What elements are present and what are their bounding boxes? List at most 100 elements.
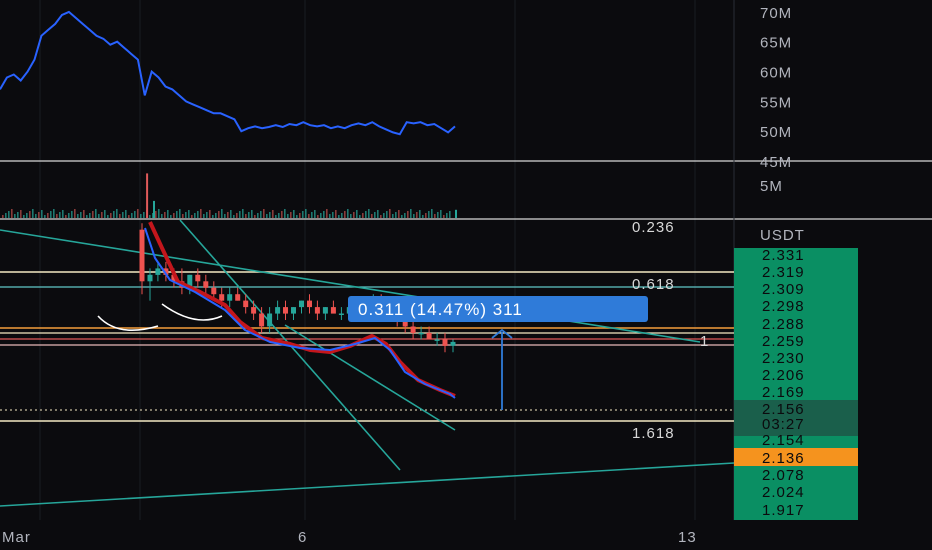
volume-bar xyxy=(371,214,373,218)
last-price-box[interactable] xyxy=(734,400,858,436)
trend-line-channel-lower xyxy=(284,324,456,431)
volume-bar xyxy=(413,214,415,218)
volume-bar xyxy=(20,210,22,218)
price-axis-green-band xyxy=(734,248,858,520)
volume-bar xyxy=(443,215,445,218)
candle-body xyxy=(251,307,257,314)
volume-bar xyxy=(356,210,358,218)
volume-bar xyxy=(110,213,112,218)
price-axis-label: 2.319 xyxy=(762,264,805,281)
fib-label-1: 1 xyxy=(700,333,709,350)
arc-drawing-2[interactable] xyxy=(161,303,223,321)
volume-bar xyxy=(158,209,160,218)
volume-bar xyxy=(152,213,154,218)
volume-bar xyxy=(101,212,103,218)
volume-spike-bar xyxy=(455,209,457,218)
price-axis-label: 2.259 xyxy=(762,333,805,350)
volume-bar xyxy=(26,213,28,218)
price-axis-label: 2.154 xyxy=(762,432,805,449)
volume-bar xyxy=(311,212,313,218)
volume-bar xyxy=(287,214,289,218)
price-axis-label: 2.024 xyxy=(762,484,805,501)
volume-bar xyxy=(167,210,169,218)
open-interest-line[interactable] xyxy=(0,10,456,136)
volume-bar xyxy=(335,210,337,218)
volume-bar xyxy=(14,214,16,218)
volume-bar xyxy=(242,209,244,218)
volume-bar xyxy=(11,209,13,218)
volume-bar xyxy=(119,214,121,218)
volume-bar xyxy=(425,213,427,218)
volume-bar xyxy=(137,209,139,218)
open-interest-tick-label: 60M xyxy=(760,65,792,82)
candle-body xyxy=(307,300,312,308)
fibonacci-levels[interactable] xyxy=(0,271,734,422)
price-axis-label: 1.917 xyxy=(762,502,805,519)
candle-body xyxy=(187,274,193,288)
volume-bar xyxy=(254,215,256,218)
candle-body xyxy=(322,307,328,314)
candle-body xyxy=(195,274,201,282)
price-axis-unit: USDT xyxy=(760,227,805,244)
measure-tool[interactable]: 0.311 (14.47%) 311 xyxy=(348,296,648,410)
volume-bar xyxy=(116,209,118,218)
volume-bar xyxy=(344,211,346,218)
candle-body xyxy=(155,268,161,275)
volume-bar xyxy=(38,212,40,218)
volume-bar xyxy=(179,209,181,218)
volume-bar xyxy=(128,215,130,218)
volume-bar xyxy=(191,215,193,218)
candle-body xyxy=(426,332,432,340)
volume-bar xyxy=(257,213,259,218)
volume-bar xyxy=(284,209,286,218)
volume-bar xyxy=(347,209,349,218)
volume-bar xyxy=(170,215,172,218)
volume-bar xyxy=(122,212,124,218)
volume-bar xyxy=(293,210,295,218)
volume-bar xyxy=(5,213,7,218)
candle-body xyxy=(171,274,177,282)
candle-body xyxy=(330,307,336,314)
price-axis-label: 2.136 xyxy=(762,450,805,467)
volume-bar xyxy=(323,211,325,218)
candle-body xyxy=(338,313,344,315)
fib-label-0618: 0.618 xyxy=(632,276,675,293)
volume-bar xyxy=(221,209,223,218)
volume-bar xyxy=(317,215,319,218)
x-axis[interactable]: Mar 6 13 xyxy=(2,529,697,546)
volume-bar xyxy=(269,212,271,218)
volume-bar xyxy=(332,212,334,218)
trend-line-descending-long xyxy=(0,229,701,343)
volume-bar xyxy=(275,215,277,218)
volume-bar xyxy=(248,212,250,218)
volume-bar xyxy=(341,213,343,218)
volume-bar xyxy=(35,214,37,218)
volume-bar xyxy=(314,210,316,218)
volume-bar xyxy=(386,211,388,218)
highlight-price-box[interactable] xyxy=(734,448,858,466)
volume-bar xyxy=(212,215,214,218)
arc-drawing-1[interactable] xyxy=(97,315,159,332)
volume-bar xyxy=(155,211,157,218)
candle-body xyxy=(259,313,265,327)
candle-body xyxy=(410,326,416,333)
volume-bar xyxy=(389,209,391,218)
volume-bar xyxy=(92,211,94,218)
volume-bar xyxy=(44,215,46,218)
volume-bar xyxy=(266,214,268,218)
volume-bar xyxy=(74,209,76,218)
volume-bar xyxy=(50,211,52,218)
volume-bar xyxy=(29,211,31,218)
trend-line-ascending xyxy=(0,462,735,507)
volume-bar xyxy=(203,214,205,218)
moving-average-blue[interactable] xyxy=(144,227,456,399)
moving-average-red[interactable] xyxy=(148,221,456,398)
open-interest-tick-label: 45M xyxy=(760,154,792,171)
volume-bar xyxy=(236,213,238,218)
volume-bar xyxy=(428,211,430,218)
volume-bar xyxy=(65,215,67,218)
candle-body xyxy=(227,294,233,301)
volume-bar xyxy=(278,213,280,218)
volume-bar xyxy=(260,211,262,218)
